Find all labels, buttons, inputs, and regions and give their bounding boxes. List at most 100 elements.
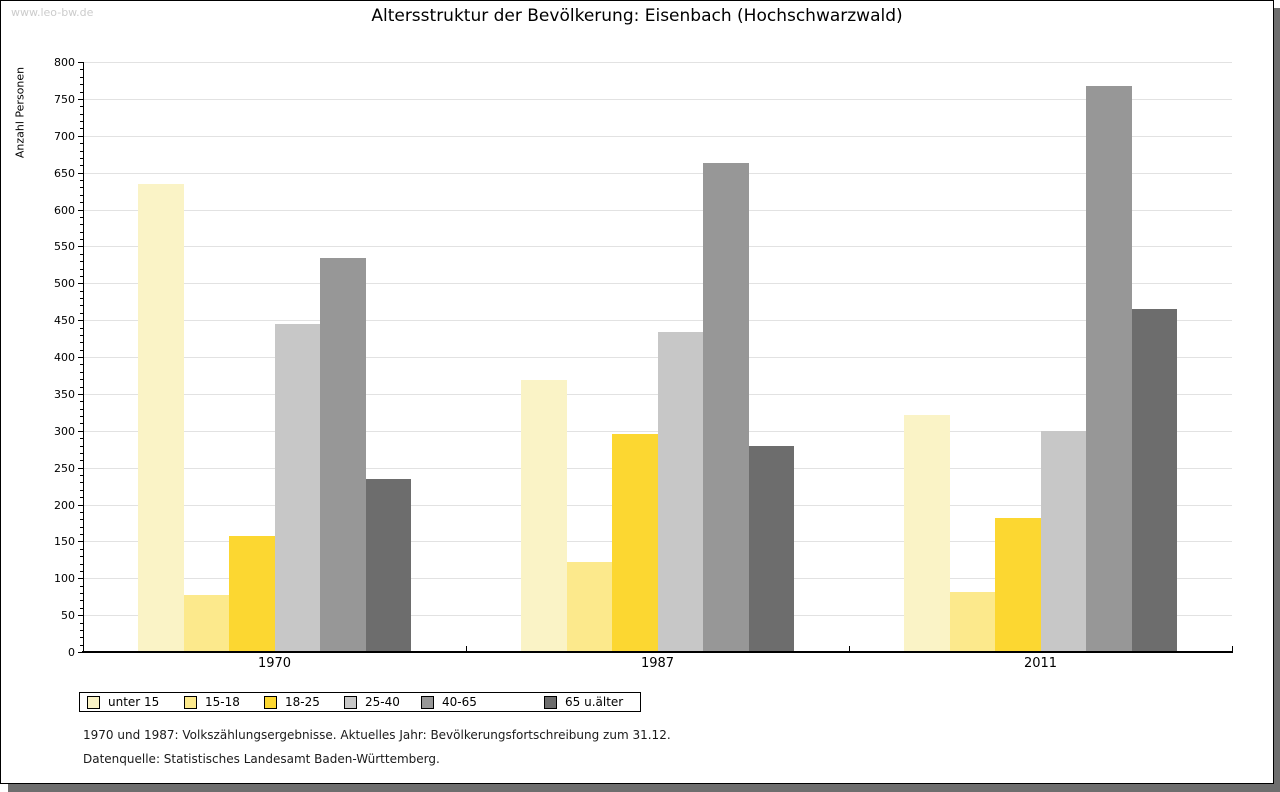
y-axis-tick-label: 500	[54, 277, 75, 291]
x-axis-boundary-tick	[849, 646, 850, 652]
legend-swatch	[184, 695, 197, 709]
bar-25-40-1987	[657, 331, 703, 652]
y-axis-minor-tick	[80, 511, 83, 513]
bar-25-40-1970	[274, 323, 320, 652]
y-axis-major-tick	[78, 504, 83, 506]
y-axis-minor-tick	[80, 585, 83, 587]
y-axis-minor-tick	[80, 519, 83, 521]
y-axis-minor-tick	[80, 497, 83, 499]
y-axis-minor-tick	[80, 275, 83, 277]
bar-15-18-1970	[183, 595, 229, 652]
legend-item-18-25: 18-25	[264, 693, 320, 711]
y-axis-major-tick	[78, 246, 83, 248]
footnote-source: Datenquelle: Statistisches Landesamt Bad…	[83, 752, 440, 766]
y-axis-major-tick	[78, 615, 83, 617]
legend-label: 15-18	[205, 695, 240, 709]
bar-40-65-1987	[703, 163, 749, 652]
y-axis-tick-label: 400	[54, 351, 75, 364]
y-axis-minor-tick	[80, 298, 83, 299]
y-axis-minor-tick	[80, 342, 83, 344]
y-axis-tick-label: 50	[61, 609, 75, 623]
y-axis-major-tick	[78, 652, 83, 653]
y-axis-minor-tick	[80, 84, 83, 86]
y-axis-major-tick	[78, 135, 83, 137]
bar-18-25-1987	[612, 434, 658, 652]
bar-18-25-2011	[995, 517, 1041, 652]
legend-label: 40-65	[442, 695, 477, 709]
y-axis-minor-tick	[80, 180, 83, 181]
y-axis-minor-tick	[80, 401, 83, 403]
legend-label: unter 15	[108, 695, 160, 709]
y-axis-minor-tick	[80, 526, 83, 528]
watermark: www.leo-bw.de	[11, 6, 94, 19]
y-axis-major-tick	[78, 98, 83, 100]
x-axis-line	[82, 651, 1233, 653]
y-axis-minor-tick	[80, 76, 83, 78]
y-axis-minor-tick	[80, 143, 83, 145]
y-axis-minor-tick	[80, 253, 83, 255]
y-axis-minor-tick	[80, 637, 83, 639]
legend-label: 18-25	[285, 695, 320, 709]
gridline	[83, 98, 1232, 100]
y-axis-major-tick	[78, 283, 83, 285]
y-axis-minor-tick	[80, 312, 83, 314]
y-axis-minor-tick	[80, 268, 83, 270]
y-axis-minor-tick	[80, 224, 83, 226]
y-axis-minor-tick	[80, 534, 83, 535]
bar-15-18-1987	[566, 562, 612, 652]
chart-title: Altersstruktur der Bevölkerung: Eisenbac…	[371, 6, 903, 26]
y-axis-minor-tick	[80, 423, 83, 425]
legend-item-40-65: 40-65	[421, 693, 477, 711]
bar-40-65-1970	[320, 258, 366, 652]
y-axis-minor-tick	[80, 607, 83, 609]
y-axis-minor-tick	[80, 305, 83, 307]
x-axis-boundary-tick	[466, 646, 467, 652]
y-axis-minor-tick	[80, 364, 83, 366]
legend-label: 65 u.älter	[565, 695, 624, 709]
footnote-method: 1970 und 1987: Volkszählungsergebnisse. …	[83, 728, 671, 742]
x-axis-label-1987: 1987	[640, 656, 675, 671]
legend-swatch	[344, 695, 357, 709]
y-axis-minor-tick	[80, 408, 83, 410]
legend-swatch	[87, 695, 100, 709]
y-axis-tick-label: 800	[54, 56, 75, 69]
y-axis-major-tick	[78, 62, 83, 63]
legend: unter 15 15-18 18-25 25-40 40-65 65 u.älter	[79, 692, 641, 712]
y-axis-major-tick	[78, 430, 83, 432]
bar-unter-15-1987	[521, 379, 567, 652]
y-axis-line	[83, 62, 84, 652]
y-axis-minor-tick	[80, 622, 83, 624]
y-axis-minor-tick	[80, 231, 83, 233]
y-axis-tick-label: 600	[54, 203, 75, 217]
y-axis-minor-tick	[80, 290, 83, 292]
y-axis-minor-tick	[80, 379, 83, 381]
x-axis-boundary-tick	[1232, 646, 1233, 652]
bar-25-40-2011	[1040, 430, 1086, 652]
gridline	[83, 283, 1232, 285]
bar-unter-15-1970	[138, 183, 184, 652]
y-axis-tick-label: 450	[54, 314, 75, 328]
y-axis-tick-label: 300	[54, 424, 75, 438]
y-axis-minor-tick	[80, 327, 83, 329]
y-axis-major-tick	[78, 578, 83, 580]
legend-item-unter-15: unter 15	[87, 693, 159, 711]
y-axis-minor-tick	[80, 445, 83, 447]
y-axis-minor-tick	[80, 416, 83, 417]
gridline	[83, 172, 1232, 174]
y-axis-minor-tick	[80, 563, 83, 565]
legend-item-25-40: 25-40	[344, 693, 400, 711]
legend-label: 25-40	[365, 695, 400, 709]
gridline	[83, 246, 1232, 248]
y-axis-major-tick	[78, 357, 83, 358]
y-axis-minor-tick	[80, 489, 83, 491]
y-axis-tick-label: 100	[54, 572, 75, 586]
legend-item-65-u-lter: 65 u.älter	[544, 693, 623, 711]
legend-swatch	[264, 695, 277, 709]
y-axis-tick-label: 150	[54, 535, 75, 549]
bar-15-18-2011	[949, 591, 995, 652]
y-axis-minor-tick	[80, 593, 83, 594]
y-axis-major-tick	[78, 467, 83, 469]
y-axis-minor-tick	[80, 261, 83, 263]
y-axis-minor-tick	[80, 91, 83, 93]
y-axis-minor-tick	[80, 157, 83, 159]
